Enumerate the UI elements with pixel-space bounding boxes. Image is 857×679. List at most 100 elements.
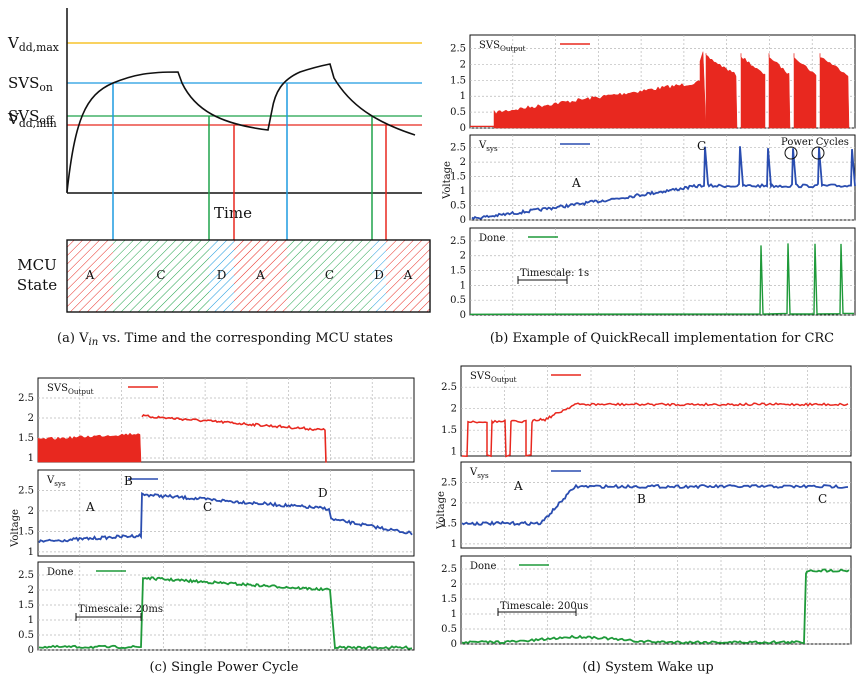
svs-trace <box>768 53 791 129</box>
y-tick-label: 1.5 <box>450 266 466 277</box>
y-tick-label: 0 <box>460 123 466 134</box>
legend-label: Vsys <box>46 475 66 488</box>
y-axis-title: Voltage <box>442 161 453 200</box>
y-tick-label: 2.5 <box>441 564 457 575</box>
vsys-trace <box>471 146 856 220</box>
done-trace <box>461 568 850 645</box>
svs-trace <box>493 51 707 129</box>
state-segment <box>287 240 372 312</box>
subplot-frame <box>460 461 852 549</box>
timescale-label: Timescale: 1s <box>520 268 589 279</box>
y-tick-label: 1 <box>460 186 466 197</box>
panel-c: 1 1.5 2 2.5 SVSOutput 1 1.5 2 2.5 Vsys 0 0.5 1 1.5 2 2.… <box>10 377 415 675</box>
level-label: Vdd,max <box>7 34 59 54</box>
y-tick-label: 1.5 <box>18 526 34 537</box>
caption-c: (c) Single Power Cycle <box>150 660 299 675</box>
y-tick-label: 0.5 <box>441 624 457 635</box>
panel-d: 1 1.5 2 2.5 SVSOutput 1 1.5 2 2.5 Vsys 0 0.5 1 1.5 2 2.… <box>436 365 852 675</box>
state-label: A <box>85 268 95 282</box>
y-tick-label: 2 <box>451 498 457 509</box>
cycle-marker <box>811 146 825 160</box>
state-segment <box>209 240 234 312</box>
annotation: C <box>203 500 212 514</box>
state-bar-frame <box>66 239 431 313</box>
y-tick-label: 2.5 <box>450 143 466 154</box>
annotation: C <box>697 139 706 153</box>
annotation: Power Cycles <box>781 137 849 148</box>
y-tick-label: 1.5 <box>441 594 457 605</box>
state-label: C <box>325 268 334 282</box>
y-tick-label: 1 <box>28 547 34 558</box>
y-tick-label: 2 <box>28 506 34 517</box>
caption-a: (a) Vin vs. Time and the corresponding M… <box>57 331 393 348</box>
y-tick-label: 1 <box>28 453 34 464</box>
svs-trace <box>740 53 766 129</box>
legend-label: Done <box>470 561 496 572</box>
subplot-frame <box>460 555 852 645</box>
vsys-trace <box>461 483 849 526</box>
y-tick-label: 0.5 <box>450 295 466 306</box>
level-label: SVSon <box>8 74 53 94</box>
state-label: A <box>255 268 265 282</box>
y-tick-label: 2.5 <box>18 570 34 581</box>
y-tick-label: 1 <box>451 447 457 458</box>
y-tick-label: 2.5 <box>450 236 466 247</box>
y-tick-label: 1 <box>28 615 34 626</box>
y-tick-label: 1.5 <box>18 600 34 611</box>
legend-label: Vsys <box>478 140 498 153</box>
timescale-label: Timescale: 20ms <box>78 604 163 615</box>
y-tick-label: 1 <box>451 539 457 550</box>
annotation: A <box>513 479 523 493</box>
state-segment <box>113 240 209 312</box>
annotation: B <box>637 492 646 506</box>
state-segment <box>386 240 430 312</box>
y-tick-label: 0 <box>28 645 34 656</box>
y-tick-label: 1.5 <box>441 518 457 529</box>
y-tick-label: 2 <box>451 404 457 415</box>
y-tick-label: 2 <box>451 579 457 590</box>
y-axis-title: Voltage <box>436 491 447 530</box>
timescale-label: Timescale: 200us <box>500 601 588 612</box>
y-tick-label: 2.5 <box>18 485 34 496</box>
panel-b: 0 0.5 1 1.5 2 2.5 SVSOutput 0 0.5 1 1.5 2 2.5 Vsys 0 0.… <box>442 34 856 346</box>
y-tick-label: 1.5 <box>450 75 466 86</box>
legend-label: Done <box>479 233 505 244</box>
caption-d: (d) System Wake up <box>582 660 713 675</box>
y-axis-title: Voltage <box>10 509 21 548</box>
state-label: A <box>403 268 413 282</box>
y-tick-label: 2 <box>460 59 466 70</box>
svs-trace <box>37 432 142 463</box>
level-label: Vdd,min <box>7 110 57 130</box>
y-tick-label: 1 <box>460 91 466 102</box>
voltage-curve <box>66 63 416 193</box>
y-tick-label: 1 <box>451 609 457 620</box>
state-axis-label: MCU <box>17 256 56 274</box>
annotation: D <box>318 486 328 500</box>
y-tick-label: 0 <box>460 215 466 226</box>
done-trace <box>469 243 854 315</box>
y-tick-label: 0 <box>460 310 466 321</box>
y-tick-label: 1.5 <box>450 172 466 183</box>
y-tick-label: 1.5 <box>18 433 34 444</box>
svs-trace <box>141 414 327 463</box>
legend-label: Done <box>47 567 73 578</box>
y-tick-label: 2 <box>460 157 466 168</box>
y-tick-label: 2.5 <box>18 393 34 404</box>
vsys-trace <box>38 492 413 544</box>
annotation: B <box>124 474 133 488</box>
state-segment <box>372 240 386 312</box>
done-trace <box>38 576 413 650</box>
state-segment <box>67 240 113 312</box>
state-label: D <box>374 268 384 282</box>
state-segment <box>234 240 287 312</box>
y-tick-label: 1 <box>460 280 466 291</box>
y-tick-label: 1.5 <box>441 425 457 436</box>
y-tick-label: 2 <box>28 413 34 424</box>
annotation: A <box>85 500 95 514</box>
svs-trace <box>793 53 817 129</box>
y-tick-label: 0.5 <box>18 630 34 641</box>
legend-label: SVSOutput <box>479 40 526 53</box>
y-tick-label: 2.5 <box>450 44 466 55</box>
